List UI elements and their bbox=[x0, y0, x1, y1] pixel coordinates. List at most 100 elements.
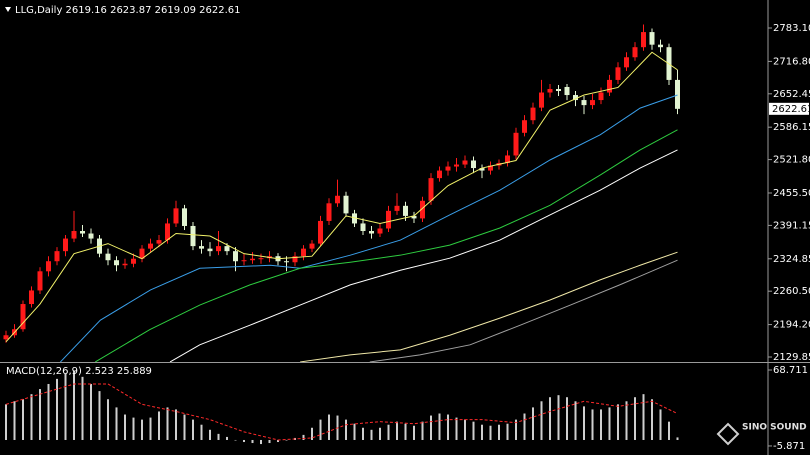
macd-bar bbox=[64, 373, 67, 440]
macd-bar bbox=[22, 399, 24, 440]
candle-body bbox=[105, 253, 111, 261]
macd-bar bbox=[481, 424, 483, 440]
macd-bar bbox=[81, 376, 84, 440]
candle-body bbox=[173, 208, 179, 224]
macd-bar bbox=[540, 401, 543, 440]
macd-bar bbox=[523, 413, 526, 440]
y-tick-label: 2652.45 bbox=[773, 89, 810, 100]
candle-body bbox=[199, 246, 204, 249]
candle-body bbox=[343, 195, 349, 214]
macd-bar bbox=[464, 419, 466, 440]
candle-body bbox=[233, 251, 238, 262]
macd-bar bbox=[447, 414, 449, 440]
main-pane bbox=[3, 24, 680, 362]
macd-bar bbox=[438, 413, 441, 440]
candle-body bbox=[3, 335, 9, 340]
candle-body bbox=[675, 79, 680, 109]
candle-body bbox=[284, 261, 289, 263]
candle-body bbox=[564, 86, 570, 96]
candle-body bbox=[471, 160, 476, 169]
macd-bar bbox=[285, 439, 288, 441]
candle-body bbox=[547, 88, 553, 93]
macd-bar bbox=[574, 401, 577, 440]
candle-body bbox=[454, 164, 459, 167]
macd-bar bbox=[668, 421, 670, 440]
candle-body bbox=[326, 203, 332, 221]
macd-bar bbox=[557, 395, 560, 440]
candle-body bbox=[29, 290, 34, 305]
candle-body bbox=[190, 225, 196, 247]
candle-body bbox=[258, 258, 264, 260]
candle-body bbox=[318, 220, 323, 244]
candle-body bbox=[649, 32, 655, 45]
candle-body bbox=[394, 205, 400, 211]
macd-bar bbox=[515, 419, 517, 440]
macd-bar bbox=[124, 414, 126, 440]
macd-bar bbox=[149, 417, 152, 440]
candle-body bbox=[437, 170, 442, 179]
watermark: SINO SOUND bbox=[716, 422, 807, 446]
candle-body bbox=[250, 258, 255, 261]
candle-body bbox=[309, 243, 315, 249]
candle-body bbox=[556, 88, 561, 92]
macd-bar bbox=[651, 399, 653, 440]
candle-body bbox=[148, 243, 153, 249]
macd-signal bbox=[5, 383, 678, 441]
y-tick-label: 2194.20 bbox=[773, 320, 810, 331]
candle-body bbox=[658, 44, 663, 48]
macd-bar bbox=[532, 407, 534, 440]
candle-body bbox=[46, 261, 51, 272]
candle-body bbox=[139, 248, 145, 259]
chart-title: LLG,Daily 2619.16 2623.87 2619.09 2622.6… bbox=[15, 5, 241, 16]
candle-body bbox=[352, 213, 357, 224]
candle-body bbox=[462, 160, 468, 165]
last-price-label: 2622.61 bbox=[772, 104, 810, 115]
macd-bar bbox=[625, 401, 628, 440]
macd-bar bbox=[498, 424, 500, 440]
candle-body bbox=[207, 248, 213, 252]
moving-average bbox=[94, 129, 678, 362]
macd-bar bbox=[243, 439, 245, 443]
candle-body bbox=[573, 95, 578, 101]
macd-bar bbox=[566, 397, 568, 440]
candle-body bbox=[37, 271, 43, 291]
candle-body bbox=[241, 260, 247, 262]
macd-bar bbox=[73, 370, 75, 440]
macd-bar bbox=[659, 409, 662, 440]
menu-arrow[interactable] bbox=[5, 7, 11, 12]
candle-body bbox=[114, 260, 119, 266]
y-tick-label: 2716.80 bbox=[773, 56, 810, 67]
candle-body bbox=[165, 223, 170, 241]
logo-diamond bbox=[716, 422, 740, 446]
macd-bar bbox=[311, 427, 313, 440]
macd-bar bbox=[268, 439, 271, 444]
y-tick-label: 2391.15 bbox=[773, 220, 810, 231]
y-tick-label: -5.871 bbox=[773, 441, 805, 452]
macd-bar bbox=[251, 439, 254, 444]
candle-body bbox=[445, 166, 451, 171]
macd-bar bbox=[328, 414, 330, 440]
macd-bar bbox=[141, 419, 143, 440]
candle-body bbox=[420, 200, 425, 219]
macd-bar bbox=[421, 421, 424, 440]
macd-bar bbox=[30, 394, 33, 440]
candle-body bbox=[335, 195, 340, 204]
macd-bar bbox=[455, 417, 458, 440]
candle-body bbox=[488, 165, 493, 171]
macd-bar bbox=[56, 378, 58, 440]
macd-bar bbox=[591, 409, 594, 440]
macd-bar bbox=[13, 401, 16, 440]
candle-body bbox=[54, 251, 60, 262]
candle-body bbox=[63, 238, 68, 252]
candle-body bbox=[360, 223, 366, 232]
candle-body bbox=[369, 231, 374, 234]
y-tick-label: 2783.10 bbox=[773, 23, 810, 34]
moving-average bbox=[5, 51, 678, 343]
candle-body bbox=[122, 263, 128, 266]
candle-body bbox=[301, 248, 306, 257]
candle-body bbox=[292, 256, 298, 263]
candle-body bbox=[88, 233, 94, 239]
candle-body bbox=[80, 231, 85, 234]
macd-bar bbox=[107, 399, 109, 440]
